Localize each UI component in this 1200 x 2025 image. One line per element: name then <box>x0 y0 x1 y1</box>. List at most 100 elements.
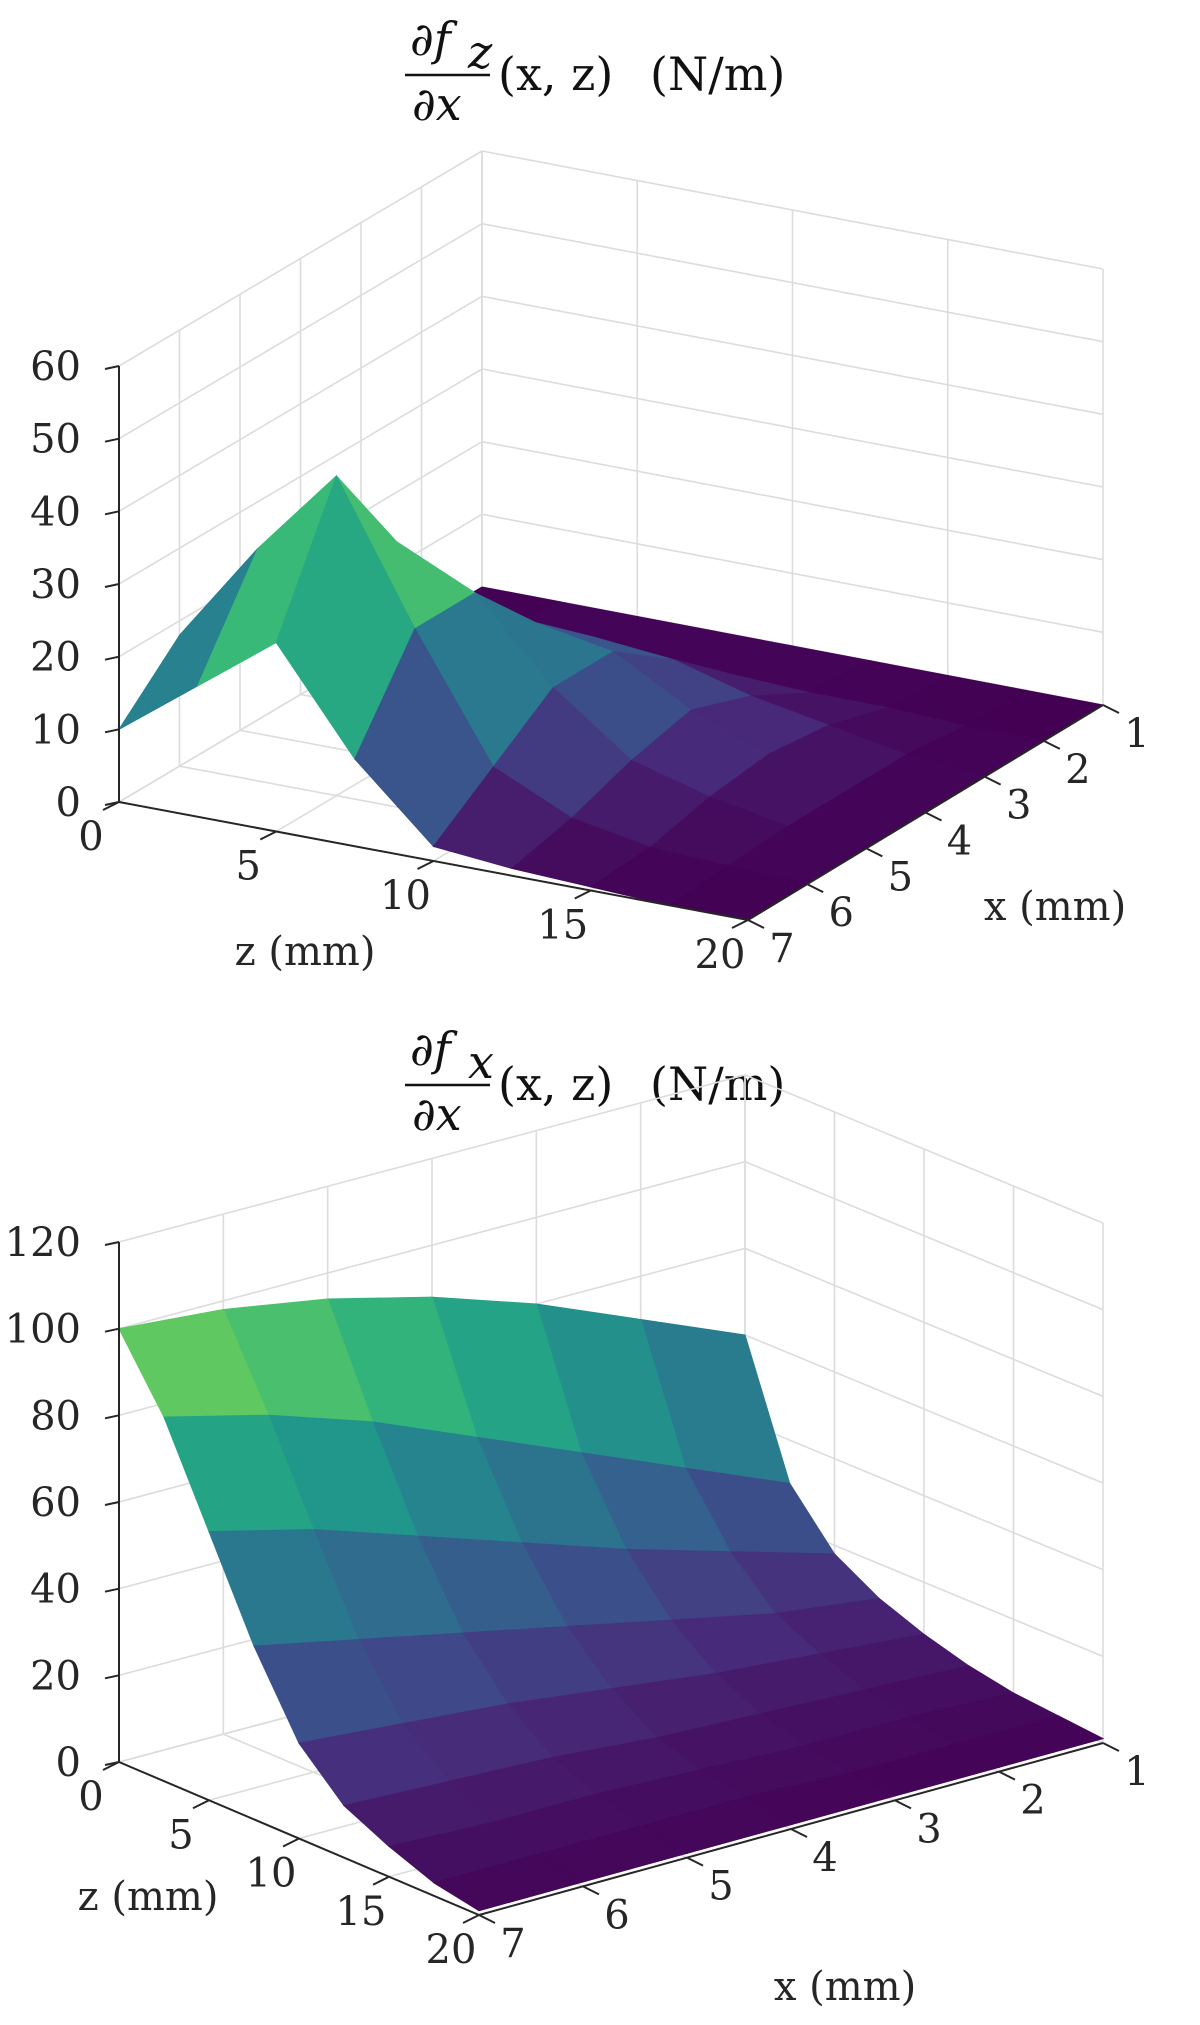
z-tick-label: 10 <box>246 1851 297 1897</box>
x-tick-label: 3 <box>916 1806 941 1852</box>
title-numerator: ∂f <box>410 12 458 66</box>
z-tick-mark <box>192 1799 210 1810</box>
x-tick-label: 6 <box>604 1892 629 1938</box>
surface <box>118 474 1105 921</box>
z-tick-label: 0 <box>78 1774 103 1820</box>
value-tick-label: 10 <box>30 707 81 753</box>
x-tick-mark <box>1043 739 1061 750</box>
surface <box>118 1296 1105 1912</box>
z-tick-label: 10 <box>380 873 431 919</box>
x-tick-mark <box>1102 1742 1120 1752</box>
value-tick-label: 50 <box>30 417 81 463</box>
x-tick-label: 4 <box>947 819 972 865</box>
value-tick-label: 30 <box>30 562 81 608</box>
z-tick-mark <box>102 801 120 811</box>
value-tick-label: 60 <box>30 344 81 390</box>
panel-dfx-dx: ∂f x ∂x (x, z) (N/m) 0 20 40 60 80 100 120 0 5 10 15 20 1… <box>0 1010 1200 2025</box>
z-axis-title: z (mm) <box>235 929 376 975</box>
value-tick-label: 60 <box>30 1480 81 1526</box>
z-tick-mark <box>417 860 434 870</box>
x-tick-mark <box>998 1770 1016 1781</box>
title-subscript: z <box>467 25 493 79</box>
z-tick-label: 15 <box>336 1889 387 1935</box>
x-tick-label: 7 <box>769 926 794 972</box>
x-tick-mark <box>790 1828 808 1838</box>
z-tick-label: 15 <box>537 903 588 949</box>
value-tick-mark <box>104 1414 120 1420</box>
value-tick-mark <box>104 1327 120 1333</box>
z-tick-mark <box>102 1761 120 1771</box>
x-axis-title: x (mm) <box>984 884 1126 930</box>
x-tick-mark <box>806 883 824 894</box>
axes: 0 20 40 60 80 100 120 0 5 10 15 20 1 2 3 4 5 6 7 <box>5 1220 1150 1973</box>
x-tick-label: 7 <box>500 1921 525 1967</box>
x-tick-label: 3 <box>1006 783 1031 829</box>
value-tick-label: 40 <box>30 489 81 535</box>
x-tick-mark <box>894 1799 912 1810</box>
grid-line-value <box>118 1160 1104 1330</box>
value-tick-label: 100 <box>5 1307 81 1353</box>
z-tick-label: 0 <box>78 814 103 860</box>
z-tick-mark <box>282 1837 300 1848</box>
z-axis-title: z (mm) <box>78 1874 219 1920</box>
x-tick-label: 5 <box>888 854 913 900</box>
value-tick-mark <box>104 365 120 370</box>
x-axis-title: x (mm) <box>774 1964 916 2010</box>
x-tick-mark <box>1102 704 1120 714</box>
z-tick-label: 5 <box>168 1812 193 1858</box>
x-tick-mark <box>582 1885 600 1896</box>
x-tick-label: 1 <box>1124 711 1149 757</box>
x-tick-label: 6 <box>828 890 853 936</box>
grid-line-value <box>118 150 1104 367</box>
z-tick-mark <box>731 919 749 929</box>
surface-chart-dfx-dx: ∂f x∂x(x, z) (N/m)020406080100120051015201… <box>5 1022 1150 2010</box>
value-tick-label: 0 <box>56 1740 81 1786</box>
value-tick-mark <box>104 510 120 516</box>
title-args: (x, z) <box>498 1057 613 1111</box>
value-tick-label: 120 <box>5 1220 81 1266</box>
x-tick-label: 2 <box>1020 1778 1045 1824</box>
title-denominator: ∂x <box>412 77 462 131</box>
value-tick-mark <box>104 437 120 443</box>
title-denominator: ∂x <box>412 1087 462 1141</box>
x-tick-label: 1 <box>1124 1749 1149 1795</box>
chart-title: ∂f x∂x (x, z) (N/m) <box>405 1022 785 1141</box>
x-tick-label: 4 <box>812 1835 837 1881</box>
value-tick-label: 0 <box>56 780 81 826</box>
grid-line-value <box>118 222 1104 440</box>
title-units: (N/m) <box>650 1057 785 1111</box>
z-tick-mark <box>372 1875 390 1886</box>
z-tick-label: 5 <box>236 844 261 890</box>
x-tick-mark <box>984 775 1002 786</box>
value-tick-mark <box>104 1241 120 1246</box>
title-units: (N/m) <box>650 47 785 101</box>
grid-line-value <box>118 295 1104 513</box>
z-tick-mark <box>259 830 277 841</box>
value-tick-label: 20 <box>30 1653 81 1699</box>
x-tick-mark <box>925 811 942 822</box>
z-tick-mark <box>462 1914 480 1924</box>
x-tick-label: 5 <box>708 1864 733 1910</box>
z-tick-mark <box>574 889 592 900</box>
value-tick-mark <box>104 1587 120 1593</box>
title-args: (x, z) <box>498 47 613 101</box>
x-tick-label: 2 <box>1065 747 1090 793</box>
value-tick-label: 20 <box>30 635 81 681</box>
z-tick-label: 20 <box>695 932 746 978</box>
title-numerator: ∂f <box>410 1022 458 1076</box>
value-tick-mark <box>104 655 120 661</box>
value-tick-mark <box>104 728 120 734</box>
x-tick-mark <box>865 847 883 858</box>
value-tick-mark <box>104 1674 120 1680</box>
value-tick-label: 40 <box>30 1567 81 1613</box>
x-tick-mark <box>478 1914 496 1924</box>
panel-dfz-dx: ∂f z ∂x (x, z) (N/m) 0 10 20 30 40 50 60 0 5 10 15 20 1 2 3… <box>0 0 1200 1010</box>
value-tick-mark <box>104 583 120 588</box>
value-tick-mark <box>104 1501 120 1506</box>
x-tick-mark <box>686 1856 704 1867</box>
title-subscript: x <box>468 1035 494 1089</box>
value-tick-label: 80 <box>30 1393 81 1439</box>
surface-chart-dfz-dx: ∂f z∂x (x, z) (N/m) 0 10 20 30 40 50 60 0 5 10 15 20 123… <box>30 12 1150 978</box>
surface-patch <box>432 1853 585 1912</box>
